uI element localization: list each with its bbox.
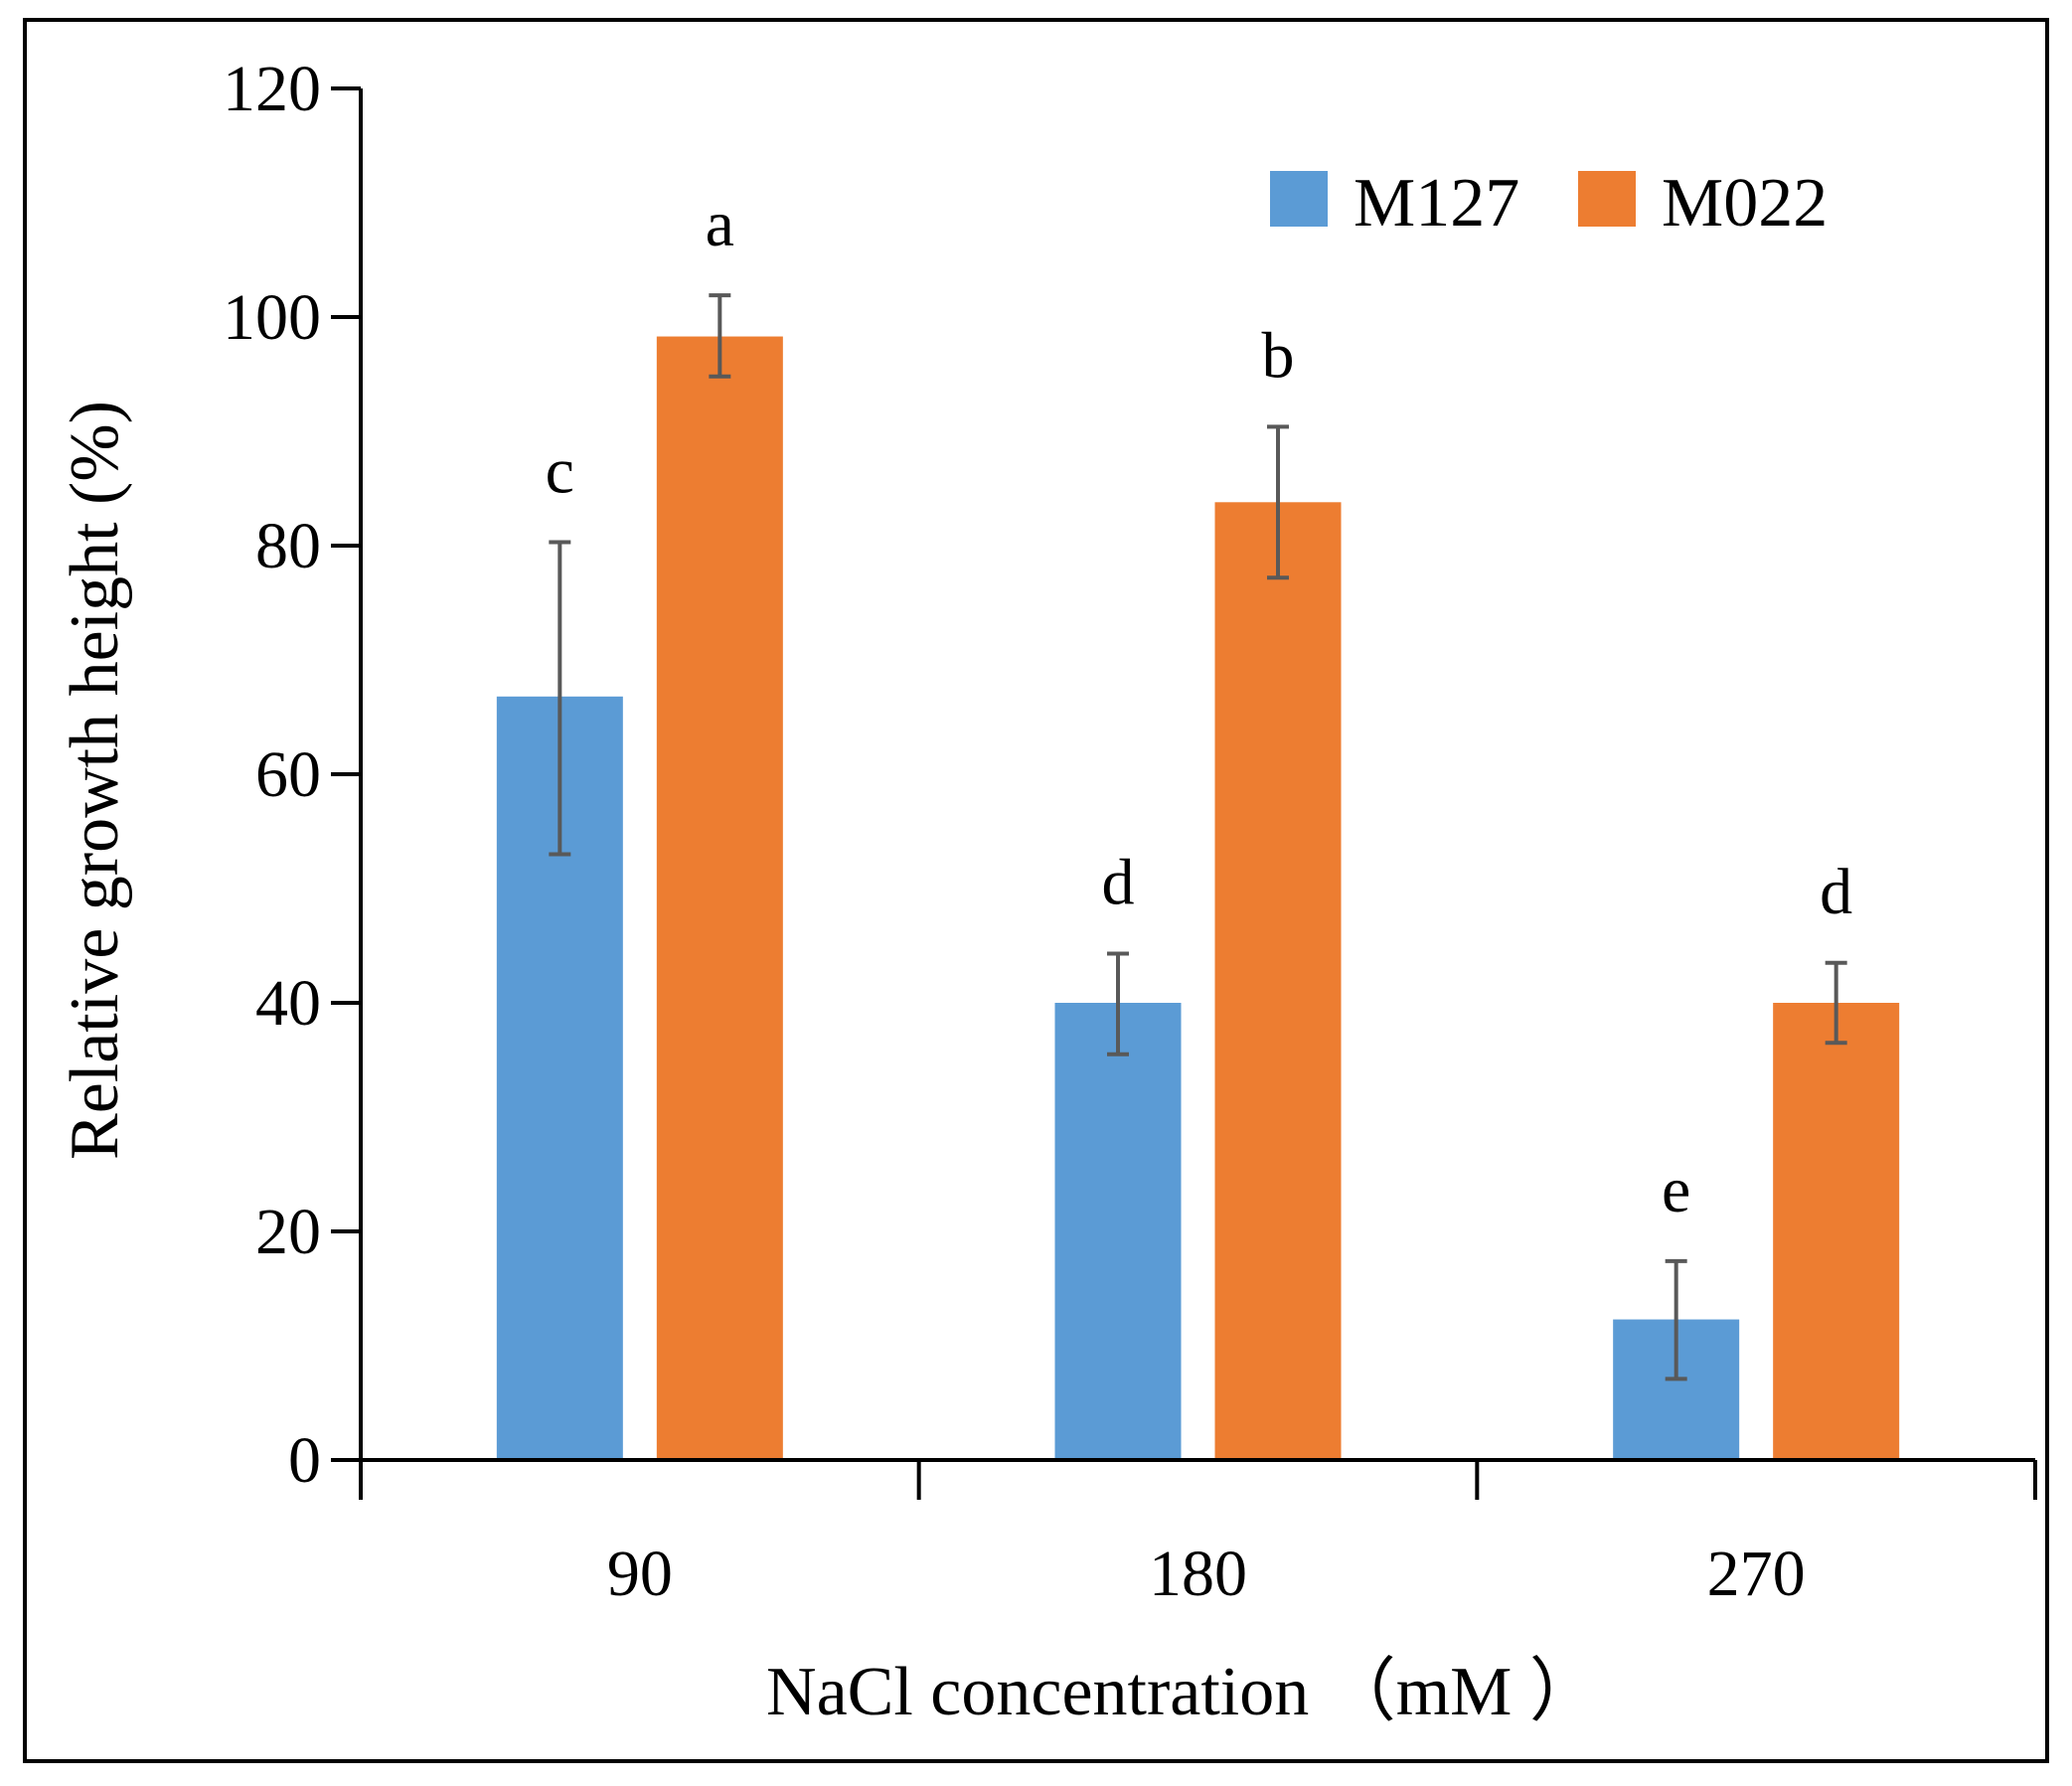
bar-m022-270 (1773, 1003, 1900, 1460)
x-tick-label-90: 90 (607, 1538, 673, 1610)
figure-frame (23, 18, 2049, 1763)
y-tick-label-20: 20 (255, 1196, 321, 1268)
significance-label-m127-180: d (1102, 847, 1135, 919)
y-tick-label-60: 60 (255, 738, 321, 811)
y-axis-title: Relative growth height (%) (57, 401, 133, 1160)
x-tick-label-180: 180 (1149, 1538, 1247, 1610)
x-axis-title: NaCl concentration （mM ） (766, 1654, 1599, 1730)
significance-label-m022-180: b (1262, 319, 1295, 392)
legend-swatch-m022 (1578, 171, 1636, 227)
y-tick-label-80: 80 (255, 510, 321, 582)
legend: M127 M022 (1270, 165, 1828, 242)
significance-label-m022-90: a (706, 188, 734, 260)
y-tick-label-40: 40 (255, 967, 321, 1040)
error-bars-layer (549, 293, 1847, 1381)
labels-layer: c a 90 d b 180 e d 270 0 20 40 60 80 100 120 (223, 53, 1852, 1610)
y-tick-label-0: 0 (288, 1424, 321, 1497)
bars-layer (496, 336, 1900, 1460)
legend-swatch-m127 (1270, 171, 1328, 227)
axes-layer (331, 86, 2037, 1500)
bar-m127-180 (1054, 1003, 1182, 1460)
significance-label-m022-270: d (1820, 856, 1852, 928)
bar-m022-90 (656, 336, 783, 1460)
significance-label-m127-270: e (1662, 1154, 1690, 1226)
bar-m022-180 (1214, 502, 1342, 1460)
y-tick-label-120: 120 (223, 53, 321, 125)
legend-label-m127: M127 (1354, 165, 1519, 242)
y-tick-label-100: 100 (223, 281, 321, 354)
legend-label-m022: M022 (1662, 165, 1828, 242)
significance-label-m127-90: c (546, 435, 574, 508)
x-tick-label-270: 270 (1707, 1538, 1806, 1610)
